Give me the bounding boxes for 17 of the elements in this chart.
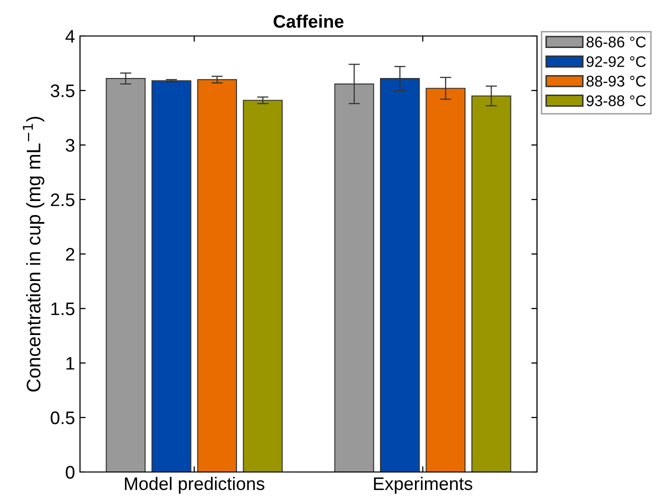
x-tick-label: Experiments	[374, 476, 472, 494]
y-tick-label: 0.5	[50, 411, 74, 424]
y-tick-label: 3.5	[50, 84, 74, 98]
legend-label: 93-88 °C	[586, 95, 646, 106]
y-tick-label: 1.5	[51, 302, 74, 316]
y-tick-label: 0	[66, 466, 74, 479]
y-tick-label: 3	[66, 138, 74, 152]
legend-label: 92-92 °C	[586, 56, 646, 68]
chart-title: Caffeine	[274, 14, 344, 28]
x-tick-label: Model predictions	[124, 476, 264, 494]
y-tick-label: 2.5	[50, 193, 74, 206]
legend-label: 86-86 °C	[586, 36, 646, 48]
y-tick-label: 2	[66, 248, 74, 261]
y-tick-label: 1	[66, 357, 74, 370]
legend-label: 88-93 °C	[586, 76, 646, 87]
y-tick-label: 4	[66, 30, 75, 43]
y-axis-title: Concentration in cup (mg mL$^{−1}$)	[22, 116, 44, 392]
